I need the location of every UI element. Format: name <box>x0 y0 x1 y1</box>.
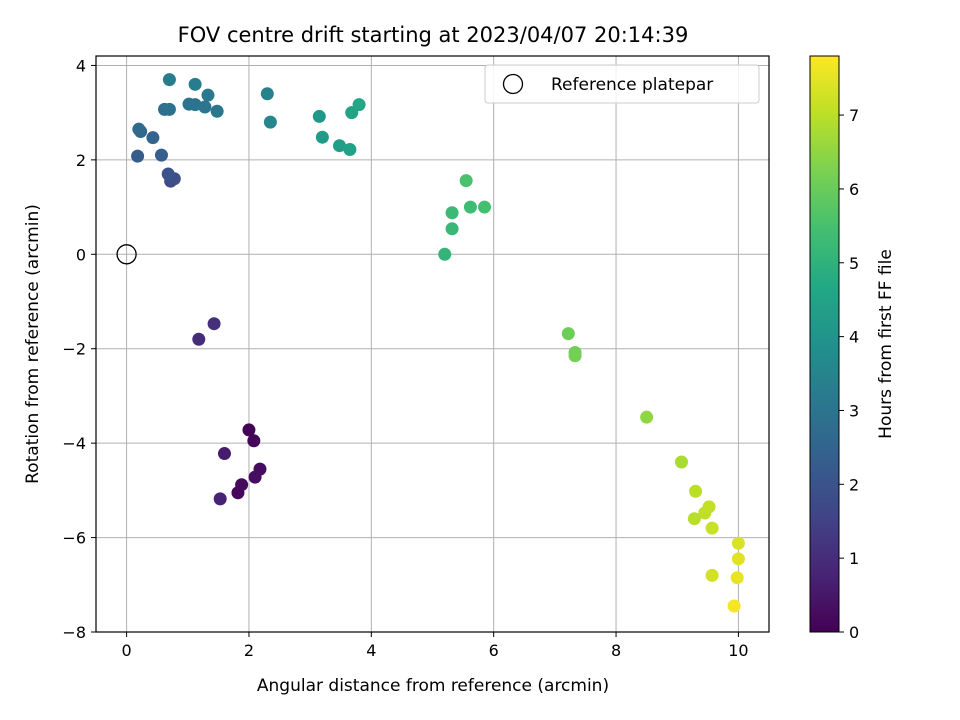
legend: Reference platepar <box>484 64 760 104</box>
data-point <box>675 455 689 469</box>
data-point <box>162 73 176 87</box>
x-tick-label: 0 <box>121 641 131 660</box>
data-point <box>131 149 145 163</box>
y-axis-label: Rotation from reference (arcmin) <box>23 204 43 484</box>
data-point <box>478 200 492 214</box>
data-point <box>705 568 719 582</box>
data-point <box>161 167 175 181</box>
data-point <box>207 317 221 331</box>
colorbar-tick-label: 5 <box>849 254 859 273</box>
data-point <box>213 492 227 506</box>
colorbar-ticks: 0 1 2 3 4 5 6 7 <box>839 106 859 642</box>
data-point <box>702 500 716 514</box>
data-point <box>146 131 160 145</box>
data-point <box>247 434 261 448</box>
colorbar-tick-label: 1 <box>849 549 859 568</box>
colorbar-tick-label: 7 <box>849 106 859 125</box>
data-point <box>730 571 744 585</box>
colorbar-label: Hours from first FF file <box>876 249 896 439</box>
reference-point <box>116 244 137 265</box>
data-point <box>727 599 741 613</box>
data-point <box>210 104 224 118</box>
x-tick-label: 10 <box>728 641 748 660</box>
y-tick-label: −8 <box>62 623 86 642</box>
colorbar-tick-label: 4 <box>849 328 859 347</box>
data-point <box>640 410 654 424</box>
colorbar <box>809 55 840 633</box>
data-point <box>687 512 701 526</box>
y-axis-ticks: −8 −6 −4 −2 0 2 4 <box>62 56 96 642</box>
y-tick-label: −4 <box>62 434 86 453</box>
data-point <box>162 102 176 116</box>
data-point <box>217 447 231 461</box>
data-point <box>132 122 146 136</box>
data-point <box>343 142 357 156</box>
data-point <box>198 100 212 114</box>
y-tick-label: −6 <box>62 529 86 548</box>
data-point <box>312 109 326 123</box>
data-point <box>463 200 477 214</box>
data-point <box>333 139 347 153</box>
x-axis-ticks: 0 2 4 6 8 10 <box>121 632 749 660</box>
data-point <box>188 77 202 91</box>
y-tick-label: −2 <box>62 340 86 359</box>
data-point <box>568 349 582 363</box>
y-tick-label: 4 <box>76 56 86 75</box>
colorbar-tick-label: 3 <box>849 401 859 420</box>
data-point <box>731 536 745 550</box>
plot-area-frame <box>95 55 770 633</box>
data-point <box>242 423 256 437</box>
colorbar-tick-label: 2 <box>849 475 859 494</box>
reference-marker <box>116 244 137 265</box>
data-point <box>263 115 277 129</box>
data-point <box>731 552 745 566</box>
data-point <box>459 174 473 188</box>
data-point <box>445 222 459 236</box>
data-point <box>260 87 274 101</box>
y-tick-label: 2 <box>76 151 86 170</box>
data-points <box>131 73 745 613</box>
data-point <box>445 206 459 220</box>
data-point <box>201 88 215 102</box>
data-point <box>235 478 249 492</box>
x-tick-label: 4 <box>366 641 376 660</box>
x-axis-label: Angular distance from reference (arcmin) <box>257 676 609 696</box>
colorbar-tick-label: 6 <box>849 180 859 199</box>
data-point <box>705 521 719 535</box>
data-point <box>561 327 575 341</box>
y-tick-label: 0 <box>76 245 86 264</box>
chart-title: FOV centre drift starting at 2023/04/07 … <box>178 23 689 47</box>
x-tick-label: 6 <box>489 641 499 660</box>
legend-reference-symbol <box>502 73 524 95</box>
data-point <box>188 98 202 112</box>
data-point <box>192 332 206 346</box>
legend-box <box>484 64 760 104</box>
data-point <box>315 130 329 144</box>
data-point <box>689 484 703 498</box>
colorbar-tick-label: 0 <box>849 623 859 642</box>
x-tick-label: 8 <box>611 641 621 660</box>
legend-reference-label: Reference platepar <box>551 75 713 95</box>
data-point <box>438 247 452 261</box>
x-tick-label: 2 <box>244 641 254 660</box>
data-point <box>352 98 366 112</box>
data-point <box>154 148 168 162</box>
data-point <box>248 470 262 484</box>
